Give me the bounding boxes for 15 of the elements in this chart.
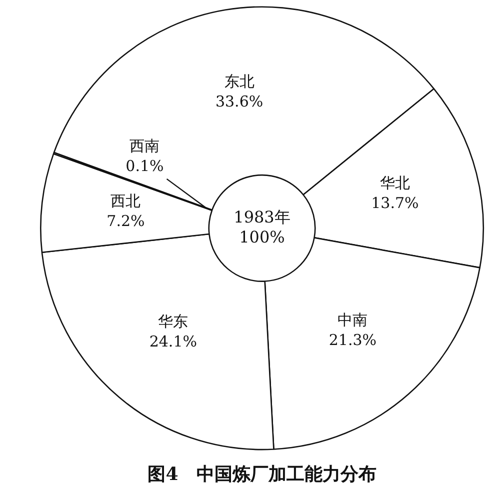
data-label: 21.3%: [328, 331, 377, 350]
text: 1983年: [234, 207, 290, 226]
data-label: 13.7%: [371, 194, 419, 212]
slice-label: 西南: [130, 136, 160, 155]
slice-label: 中南: [338, 311, 368, 330]
slice-label: 华东: [158, 312, 188, 331]
text: 图4 中国炼厂加工能力分布: [148, 464, 376, 485]
text: 100%: [239, 227, 285, 246]
data-label: 0.1%: [126, 156, 164, 175]
slice-label: 华北: [380, 174, 410, 192]
slice-label: 西北: [110, 192, 141, 210]
data-label: 33.6%: [215, 92, 264, 111]
slice-label: 东北: [224, 72, 254, 91]
data-label: 24.1%: [149, 332, 197, 351]
data-label: 7.2%: [106, 212, 145, 230]
